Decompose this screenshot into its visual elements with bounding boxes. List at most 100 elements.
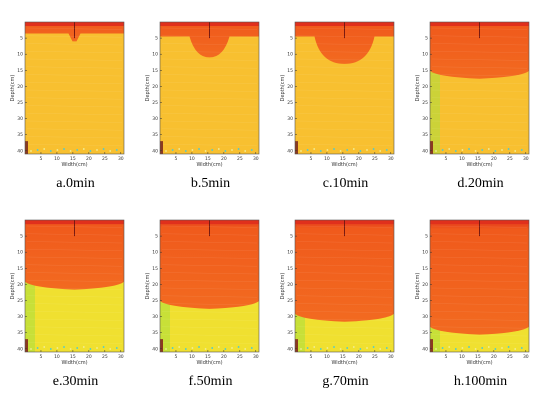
texture-streak [296, 105, 393, 108]
x-tick-label: 15 [205, 156, 211, 162]
x-axis-label: Width(cm) [196, 360, 222, 366]
marker-dot [333, 346, 335, 348]
marker-dot [441, 347, 444, 349]
marker-dot [454, 348, 457, 350]
y-tick-label: 35 [17, 330, 23, 336]
texture-streak [26, 82, 123, 84]
y-tick-label: 25 [422, 298, 428, 304]
texture-streak [431, 51, 528, 53]
marker-dot [313, 148, 316, 150]
panel-h: 5 10 15 20 25 30 35 40 5 10 15 20 25 30 Width(cm) Depth… [413, 216, 548, 406]
wetted-region [295, 22, 394, 64]
x-tick-label: 25 [507, 156, 513, 162]
texture-streak [431, 43, 528, 46]
marker-dot [385, 347, 388, 349]
y-tick-label: 30 [422, 314, 428, 320]
texture-streak [161, 311, 258, 313]
texture-streak [296, 51, 393, 53]
marker-dot [326, 347, 329, 349]
texture-streak [296, 136, 393, 139]
texture-streak [161, 136, 258, 139]
marker-dot [319, 150, 322, 152]
soil-moisture-image: 5 10 15 20 25 30 35 40 5 10 15 20 25 30 Width(cm) Depth… [280, 219, 395, 366]
texture-streak [431, 136, 528, 139]
y-tick-label: 5 [425, 234, 428, 240]
texture-streak [161, 97, 258, 100]
texture-streak [26, 58, 123, 61]
x-tick-label: 25 [102, 156, 108, 162]
marker-dot [56, 347, 59, 349]
marker-dot [244, 348, 247, 350]
texture-streak [431, 318, 528, 321]
y-tick-label: 40 [17, 148, 23, 154]
y-tick-label: 40 [422, 346, 428, 352]
texture-streak [161, 82, 258, 84]
texture-streak [26, 97, 123, 100]
x-tick-label: 5 [40, 354, 43, 360]
texture-streak [296, 89, 393, 92]
y-tick-label: 30 [17, 116, 23, 122]
texture-streak [26, 264, 123, 267]
marker-dot [36, 347, 39, 349]
wetted-region [295, 220, 394, 322]
panel-d: 5 10 15 20 25 30 35 40 5 10 15 20 25 30 Width(cm) Depth… [413, 18, 548, 208]
x-tick-label: 20 [491, 354, 497, 360]
marker-dot [191, 149, 194, 151]
x-tick-label: 5 [310, 156, 313, 162]
marker-dot [178, 346, 181, 348]
y-tick-label: 15 [422, 266, 428, 272]
marker-dot [115, 149, 118, 151]
texture-streak [431, 334, 528, 337]
marker-dot [441, 149, 444, 151]
marker-dot [313, 346, 316, 348]
x-tick-label: 30 [523, 156, 529, 162]
texture-streak [296, 113, 393, 115]
wetted-region [160, 220, 259, 309]
texture-streak [26, 113, 123, 115]
x-tick-label: 30 [253, 354, 259, 360]
y-tick-label: 25 [422, 100, 428, 106]
marker-dot [43, 148, 46, 150]
marker-dot [352, 346, 355, 348]
texture-streak [26, 225, 123, 228]
x-tick-label: 10 [324, 156, 330, 162]
texture-streak [296, 43, 393, 46]
texture-streak [161, 74, 258, 77]
texture-streak [431, 280, 528, 282]
marker-dot [102, 148, 105, 150]
texture-streak [161, 105, 258, 108]
y-axis-label: Depth(cm) [145, 75, 151, 102]
marker-dot [63, 148, 65, 150]
marker-dot [102, 346, 105, 348]
y-tick-label: 40 [287, 346, 293, 352]
x-tick-label: 10 [189, 354, 195, 360]
x-tick-label: 20 [86, 354, 92, 360]
texture-streak [161, 241, 258, 244]
texture-streak [296, 326, 393, 329]
panel-b: 5 10 15 20 25 30 35 40 5 10 15 20 25 30 Width(cm) Depth… [143, 18, 278, 208]
texture-streak [296, 144, 393, 146]
texture-streak [26, 35, 123, 38]
texture-streak [26, 74, 123, 77]
x-tick-label: 5 [175, 354, 178, 360]
texture-streak [26, 51, 123, 53]
y-tick-label: 25 [287, 100, 293, 106]
texture-streak [26, 89, 123, 92]
marker-dot [43, 346, 46, 348]
wetted-region [25, 220, 124, 290]
texture-streak [296, 233, 393, 236]
texture-streak [26, 120, 123, 123]
x-tick-label: 30 [118, 156, 124, 162]
panel-caption: f.50min [188, 374, 233, 389]
soil-moisture-image: 5 10 15 20 25 30 35 40 5 10 15 20 25 30 Width(cm) Depth… [145, 219, 260, 366]
marker-dot [468, 346, 470, 348]
x-tick-label: 15 [475, 354, 481, 360]
texture-streak [26, 303, 123, 306]
marker-dot [300, 348, 302, 350]
marker-dot [494, 348, 497, 350]
marker-dot [379, 348, 382, 350]
texture-streak [26, 241, 123, 244]
wetted-region [430, 22, 529, 79]
texture-streak [26, 280, 123, 282]
y-tick-label: 40 [152, 148, 158, 154]
